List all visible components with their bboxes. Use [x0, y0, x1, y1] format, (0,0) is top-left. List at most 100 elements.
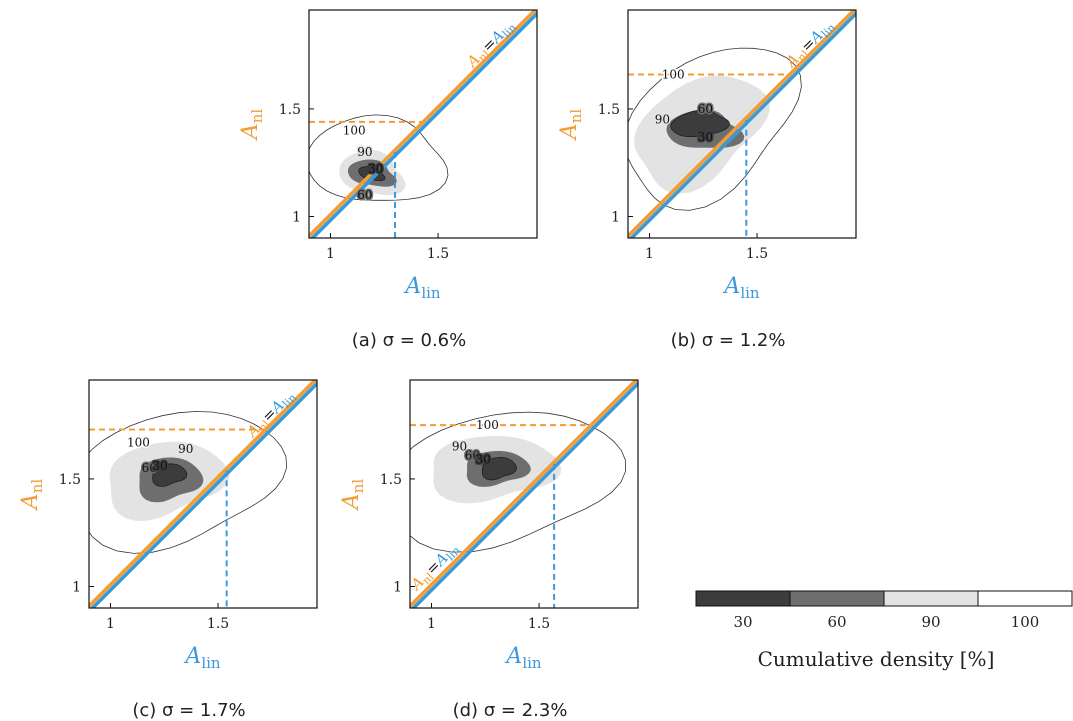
contour-label-90: 90	[178, 442, 193, 456]
colorbar-title: Cumulative density [%]	[758, 647, 995, 671]
contour-label-30: 30	[152, 459, 167, 473]
identity-line-lin	[411, 381, 638, 608]
x-axis-label-base: A	[722, 274, 740, 299]
y-axis-label-sub: nl	[28, 479, 46, 494]
identity-label: Anl=Alin	[781, 16, 838, 73]
colorbar-label: 100	[1011, 613, 1040, 631]
panel-caption: (b) σ = 1.2%	[671, 330, 786, 351]
panel-caption: (c) σ = 1.7%	[132, 700, 245, 721]
y-axis-label: Anl	[339, 479, 367, 512]
x-axis-label-sub: lin	[421, 284, 441, 302]
colorbar-segment	[789, 590, 885, 607]
x-axis-label-sub: lin	[522, 654, 542, 672]
x-axis-label-base: A	[183, 644, 201, 669]
colorbar-label: 60	[827, 613, 846, 631]
contour-30	[670, 109, 730, 138]
plot-area: 100 90 60 30 Anl=Alin	[309, 10, 537, 238]
x-tick-label: 1.5	[207, 616, 229, 632]
contour-label-90: 90	[655, 113, 670, 127]
y-tick-label: 1	[72, 579, 81, 595]
identity-line-lin	[310, 11, 537, 238]
x-tick-label: 1.5	[528, 616, 550, 632]
y-axis-label-sub: nl	[248, 109, 266, 124]
panel-caption: (d) σ = 2.3%	[453, 700, 568, 721]
x-axis-label-base: A	[504, 644, 522, 669]
y-axis-label: Anl	[238, 109, 266, 142]
x-tick-label: 1.5	[746, 246, 768, 262]
y-axis-label-base: A	[18, 493, 43, 511]
y-tick-label: 1	[393, 579, 402, 595]
plot-frame	[409, 379, 639, 609]
contour-label-60: 60	[142, 461, 157, 475]
y-tick-label: 1	[292, 209, 301, 225]
y-tick-label: 1.5	[279, 102, 301, 118]
y-axis-label: Anl	[18, 479, 46, 512]
x-axis-label-sub: lin	[740, 284, 760, 302]
contour-label-100: 100	[476, 418, 499, 432]
x-axis-label-sub: lin	[201, 654, 221, 672]
contour-label-60: 60	[698, 102, 713, 116]
y-tick-label: 1.5	[598, 102, 620, 118]
y-axis-label: Anl	[557, 109, 585, 142]
contour-label-100: 100	[127, 435, 150, 449]
x-axis-label: Alin	[722, 274, 759, 302]
y-tick-label: 1.5	[380, 472, 402, 488]
y-axis-label-base: A	[339, 493, 364, 511]
colorbar-segment	[695, 590, 791, 607]
colorbar: 30 60 90 100 Cumulative density [%]	[695, 590, 1073, 671]
contour-label-30: 30	[475, 453, 490, 467]
contour-label-60: 60	[357, 188, 372, 202]
colorbar-label: 90	[921, 613, 940, 631]
contour-100	[410, 411, 627, 553]
plot-frame	[88, 379, 318, 609]
plot-area: 100 90 60 30 Anl=Alin	[628, 10, 856, 238]
contour-30	[482, 456, 517, 481]
y-axis-label-sub: nl	[349, 479, 367, 494]
plot-frame	[627, 9, 857, 239]
contour-label-30: 30	[698, 130, 713, 144]
identity-line-nl	[89, 380, 317, 608]
contour-100	[309, 114, 449, 201]
identity-label: Anl=Alin	[462, 16, 519, 73]
contour-label-90: 90	[452, 440, 467, 454]
y-tick-label: 1	[611, 209, 620, 225]
identity-line-nl	[628, 10, 856, 238]
panel-caption: (a) σ = 0.6%	[352, 330, 466, 351]
contour-label-30: 30	[368, 162, 383, 176]
identity-line-nl	[410, 380, 638, 608]
contour-label-100: 100	[662, 68, 685, 82]
identity-label: Anl=Alin	[242, 386, 299, 443]
x-axis-label: Alin	[183, 644, 220, 672]
colorbar-segment	[977, 590, 1073, 607]
colorbar-segment	[883, 590, 979, 607]
contour-label-90: 90	[357, 145, 372, 159]
colorbar-label: 30	[733, 613, 752, 631]
y-axis-label-sub: nl	[567, 109, 585, 124]
identity-line-lin	[629, 11, 856, 238]
contour-30	[152, 463, 188, 487]
contour-100	[628, 47, 802, 211]
contour-label-100: 100	[343, 123, 366, 137]
x-axis-label: Alin	[504, 644, 541, 672]
x-tick-label: 1	[427, 616, 436, 632]
contour-100	[89, 411, 288, 554]
x-tick-label: 1	[106, 616, 115, 632]
x-axis-label-base: A	[403, 274, 421, 299]
identity-line-lin	[90, 381, 317, 608]
x-tick-label: 1	[645, 246, 654, 262]
y-tick-label: 1.5	[59, 472, 81, 488]
x-tick-label: 1.5	[427, 246, 449, 262]
plot-frame	[308, 9, 538, 239]
contour-label-60: 60	[465, 448, 480, 462]
x-axis-label: Alin	[403, 274, 440, 302]
x-tick-label: 1	[326, 246, 335, 262]
identity-label: Anl=Alin	[406, 539, 463, 596]
y-axis-label-base: A	[238, 123, 263, 141]
